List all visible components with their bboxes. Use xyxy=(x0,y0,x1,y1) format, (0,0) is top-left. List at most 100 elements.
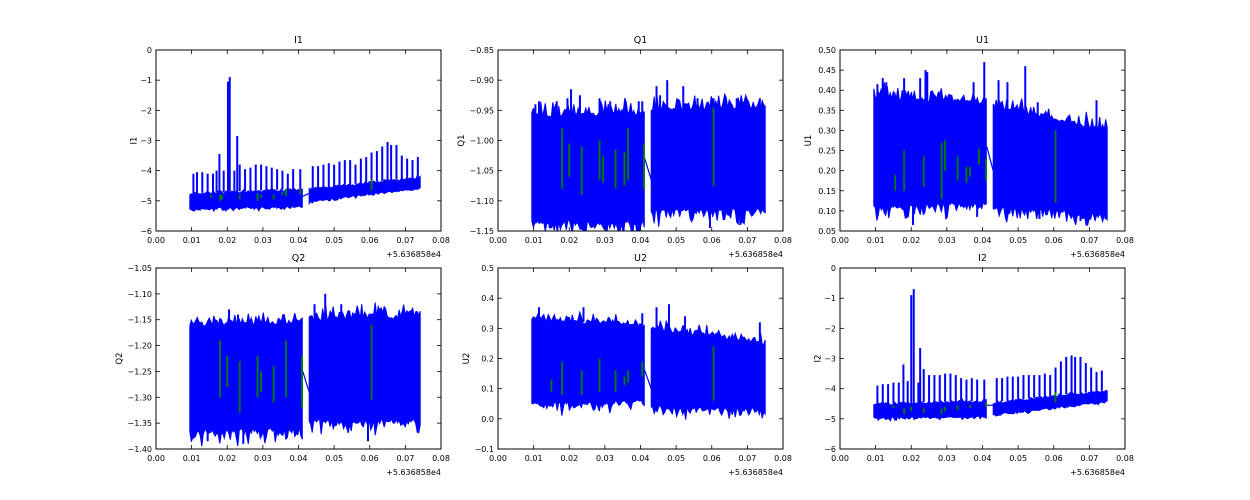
x-tick-label: 0.08 xyxy=(432,236,450,245)
y-tick-label: −2 xyxy=(140,106,152,115)
x-tick-label: 0.03 xyxy=(938,454,956,463)
subplot-i2: 0.00 0.01 0.02 0.03 0.04 0.05 0.06 0.07 0.08 −6 −5… xyxy=(813,253,1134,477)
gap-connector-line xyxy=(644,370,652,389)
gap-connector-line xyxy=(302,371,310,393)
y-tick-label: −1.30 xyxy=(127,393,152,402)
x-tick-label: 0.01 xyxy=(183,454,201,463)
subplot-q2: 0.00 0.01 0.02 0.03 0.04 0.05 0.06 0.07 0.08 −1.4… xyxy=(115,253,450,477)
x-tick-label: 0.05 xyxy=(1009,236,1027,245)
subplot-q1: 0.00 0.01 0.02 0.03 0.04 0.05 0.06 0.07 0.08 −1.1… xyxy=(457,35,792,259)
x-tick-label: 0.06 xyxy=(703,236,721,245)
x-tick-label: 0.02 xyxy=(902,454,920,463)
noise-band-1 xyxy=(873,82,987,221)
x-tick-label: 0.02 xyxy=(218,454,236,463)
x-offset-text: +5.636858e4 xyxy=(728,468,783,477)
y-tick-label: 0.4 xyxy=(481,294,494,303)
x-tick-label: 0.02 xyxy=(560,236,578,245)
y-tick-label: −0.1 xyxy=(475,445,494,454)
plot-area xyxy=(531,304,766,420)
y-axis-label: U2 xyxy=(462,353,472,365)
y-tick-label: −1.10 xyxy=(469,197,494,206)
x-tick-label: 0.05 xyxy=(667,236,685,245)
y-tick-label: 0.2 xyxy=(481,355,494,364)
y-axis-label: I1 xyxy=(129,137,139,145)
y-tick-label: 0.25 xyxy=(818,147,836,156)
y-tick-label: −1.25 xyxy=(127,367,152,376)
y-tick-label: −0.95 xyxy=(469,106,494,115)
x-tick-label: 0.07 xyxy=(396,236,414,245)
y-tick-label: 0.15 xyxy=(818,187,836,196)
y-tick-label: −1.05 xyxy=(127,264,152,273)
x-tick-label: 0.08 xyxy=(774,454,792,463)
y-tick-label: −5 xyxy=(824,415,836,424)
subplot-title: Q2 xyxy=(292,253,306,264)
x-tick-label: 0.04 xyxy=(632,236,650,245)
x-tick-label: 0.07 xyxy=(396,454,414,463)
y-axis-label: Q1 xyxy=(457,134,467,146)
y-tick-label: −3 xyxy=(140,137,152,146)
x-offset-text: +5.636858e4 xyxy=(386,250,441,259)
x-tick-label: 0.00 xyxy=(489,454,507,463)
subplot-title: Q1 xyxy=(634,35,648,46)
x-tick-label: 0.03 xyxy=(596,454,614,463)
noise-band-2 xyxy=(992,389,1108,417)
x-tick-label: 0.04 xyxy=(632,454,650,463)
y-tick-label: −1.35 xyxy=(127,419,152,428)
x-tick-label: 0.03 xyxy=(938,236,956,245)
noise-band-1 xyxy=(531,97,645,231)
plot-area xyxy=(873,62,1108,226)
x-offset-text: +5.636858e4 xyxy=(728,250,783,259)
x-tick-label: 0.06 xyxy=(361,236,379,245)
plot-area xyxy=(531,80,766,231)
x-tick-label: 0.07 xyxy=(738,454,756,463)
y-tick-label: −5 xyxy=(140,197,152,206)
x-offset-text: +5.636858e4 xyxy=(1070,250,1125,259)
noise-band-2 xyxy=(650,92,766,227)
y-tick-label: −1 xyxy=(140,76,152,85)
x-tick-label: 0.03 xyxy=(254,236,272,245)
x-tick-label: 0.08 xyxy=(1116,236,1134,245)
x-tick-label: 0.07 xyxy=(1080,454,1098,463)
x-tick-label: 0.01 xyxy=(525,236,543,245)
y-tick-label: −1.00 xyxy=(469,137,494,146)
y-axis-label: Q2 xyxy=(115,352,125,364)
y-tick-label: 0.1 xyxy=(481,385,494,394)
noise-band-2 xyxy=(992,98,1108,226)
subplot-title: I1 xyxy=(294,35,303,46)
x-tick-label: 0.01 xyxy=(183,236,201,245)
x-tick-label: 0.02 xyxy=(902,236,920,245)
y-tick-label: 0.45 xyxy=(818,66,836,75)
y-tick-label: −6 xyxy=(824,445,836,454)
subplot-u1: 0.00 0.01 0.02 0.03 0.04 0.05 0.06 0.07 0.08 0.05… xyxy=(804,35,1134,259)
noise-band-2 xyxy=(650,319,766,420)
y-tick-label: −4 xyxy=(140,167,152,176)
y-tick-label: −1.05 xyxy=(469,167,494,176)
plot-area xyxy=(189,293,421,447)
x-tick-label: 0.01 xyxy=(867,454,885,463)
y-tick-label: −1.15 xyxy=(127,316,152,325)
x-offset-text: +5.636858e4 xyxy=(1070,468,1125,477)
x-tick-label: 0.03 xyxy=(254,454,272,463)
x-tick-label: 0.05 xyxy=(325,236,343,245)
x-tick-label: 0.04 xyxy=(290,454,308,463)
x-tick-label: 0.08 xyxy=(432,454,450,463)
y-tick-label: −1.10 xyxy=(127,290,152,299)
y-tick-label: −4 xyxy=(824,385,836,394)
x-tick-label: 0.00 xyxy=(831,454,849,463)
x-tick-label: 0.00 xyxy=(147,454,165,463)
y-tick-label: 0.50 xyxy=(818,46,836,55)
y-axis-label: I2 xyxy=(813,355,823,363)
x-tick-label: 0.00 xyxy=(147,236,165,245)
x-tick-label: 0.00 xyxy=(489,236,507,245)
noise-band-1 xyxy=(189,312,303,447)
x-tick-label: 0.05 xyxy=(667,454,685,463)
x-tick-label: 0.03 xyxy=(596,236,614,245)
x-tick-label: 0.06 xyxy=(1045,454,1063,463)
x-tick-label: 0.04 xyxy=(974,454,992,463)
gap-connector-line xyxy=(644,158,652,180)
y-tick-label: −2 xyxy=(824,324,836,333)
y-tick-label: 0.5 xyxy=(481,264,494,273)
x-tick-label: 0.06 xyxy=(1045,236,1063,245)
